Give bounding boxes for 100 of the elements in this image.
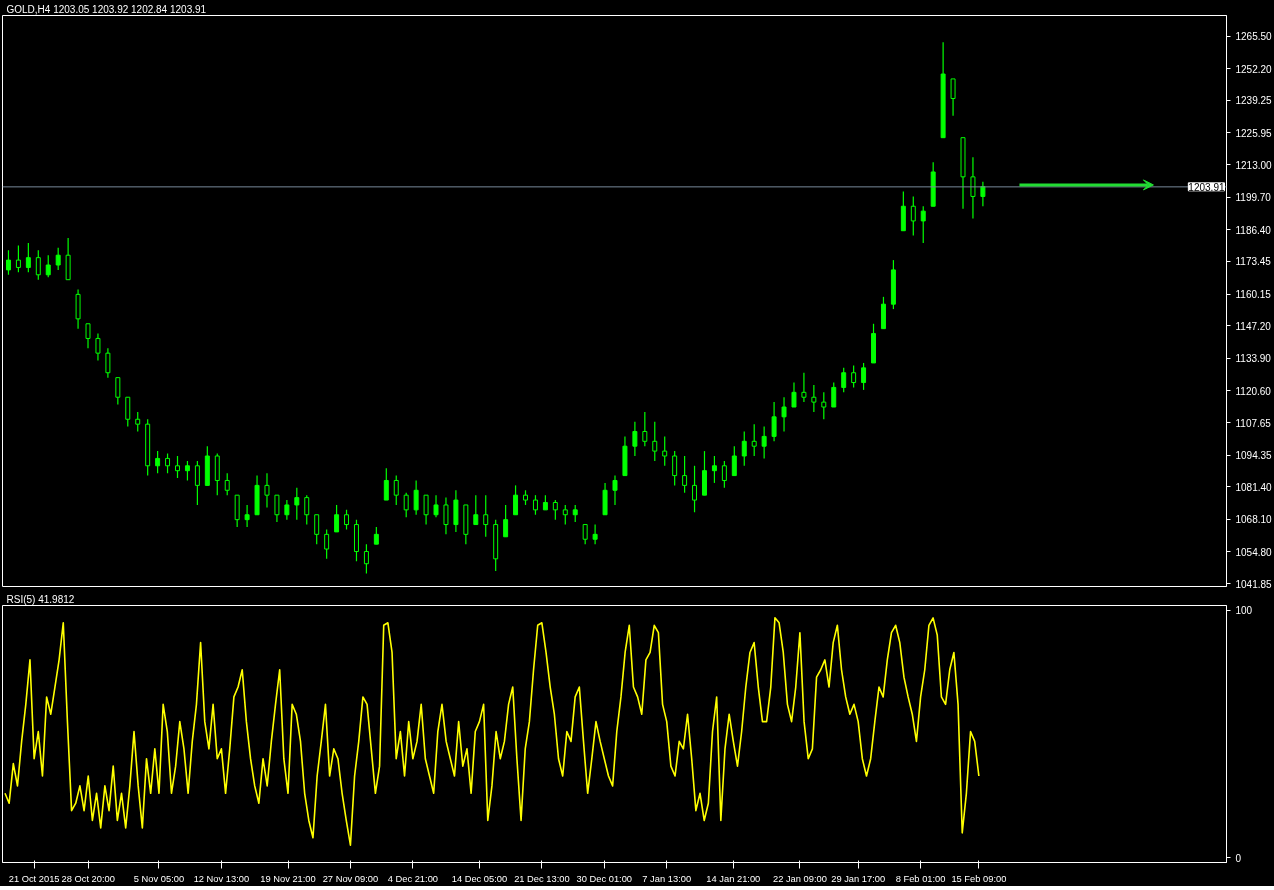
candlestick	[950, 78, 956, 117]
y-tick-label: 1068.10	[1235, 514, 1273, 526]
x-tick-label: 30 Dec 01:00	[576, 873, 633, 884]
candlestick	[771, 401, 777, 442]
candlestick	[105, 347, 111, 379]
candlestick	[264, 472, 270, 509]
candlestick	[135, 411, 141, 433]
y-tick-label: 1173.45	[1235, 256, 1272, 268]
candlestick	[314, 514, 320, 545]
candlestick	[115, 377, 121, 406]
candlestick	[324, 528, 330, 560]
candlestick	[224, 472, 230, 496]
y-tick-label: 1054.80	[1235, 546, 1273, 558]
candlestick	[294, 487, 300, 521]
candlestick	[851, 364, 857, 389]
candlestick	[274, 494, 280, 523]
candlestick	[413, 479, 419, 516]
candlestick	[473, 494, 479, 526]
candlestick	[5, 249, 11, 276]
candlestick	[632, 421, 638, 457]
x-tick-label: 14 Jan 21:00	[706, 873, 761, 884]
y-tick-label: 1160.15	[1235, 289, 1272, 301]
candlestick	[15, 244, 21, 273]
candlestick	[731, 445, 737, 477]
candlestick	[423, 494, 429, 526]
x-tick-label: 7 Jan 13:00	[642, 873, 692, 884]
candlestick	[155, 450, 161, 474]
x-tick-label: 14 Dec 05:00	[451, 873, 508, 884]
candlestick	[184, 460, 190, 482]
candlestick	[761, 426, 767, 460]
candlestick	[45, 254, 51, 278]
candlestick	[175, 455, 180, 479]
candlestick	[483, 494, 489, 538]
x-tick-label: 5 Nov 05:00	[133, 873, 185, 884]
y-tick-label: 1133.90	[1235, 353, 1272, 365]
y-tick-label: 1107.65	[1235, 417, 1272, 429]
y-tick-label: 1120.60	[1235, 385, 1272, 397]
candlestick	[532, 494, 538, 516]
y-tick-label: 1265.50	[1235, 31, 1273, 43]
candlestick	[910, 195, 916, 237]
candlestick	[125, 396, 131, 428]
candlestick	[284, 499, 290, 521]
candlestick	[443, 497, 449, 535]
candlestick	[85, 323, 91, 349]
candlestick	[791, 381, 797, 408]
candlestick	[811, 384, 817, 413]
candlestick	[721, 460, 727, 489]
candlestick	[403, 492, 409, 518]
x-tick-label: 22 Jan 09:00	[772, 873, 827, 884]
y-tick-label: 100	[1235, 605, 1253, 617]
candlestick	[304, 494, 310, 526]
candlestick	[433, 494, 439, 518]
candlestick	[513, 484, 519, 516]
x-tick-label: 21 Oct 2015	[8, 873, 60, 884]
candlestick	[920, 205, 926, 244]
candlestick	[781, 396, 787, 433]
candlestick	[552, 499, 558, 521]
x-tick-label: 21 Dec 13:00	[514, 873, 570, 884]
y-tick-label: 1225.95	[1235, 127, 1273, 139]
x-tick-label: 28 Oct 20:00	[61, 873, 115, 884]
candlestick	[692, 465, 698, 513]
x-tick-label: 12 Nov 13:00	[193, 873, 250, 884]
y-tick-label: 1041.85	[1235, 578, 1273, 590]
candlestick	[831, 381, 837, 408]
x-tick-label: 27 Nov 09:00	[322, 873, 379, 884]
candlestick	[503, 504, 509, 538]
y-tick-label: 1186.40	[1235, 224, 1272, 236]
candlestick	[612, 474, 618, 506]
candlestick	[592, 523, 598, 545]
line-series	[4, 617, 980, 846]
chart-title: RSI(5) 41.9812	[6, 593, 75, 605]
y-tick-label: 1199.70	[1235, 192, 1272, 204]
candlestick	[711, 455, 717, 484]
y-tick-label: 1081.40	[1235, 481, 1273, 493]
candlestick	[841, 367, 847, 393]
candlestick	[363, 543, 369, 575]
y-tick-label: 1213.00	[1235, 159, 1273, 171]
x-tick-label: 19 Nov 21:00	[260, 873, 316, 884]
candlestick	[642, 411, 648, 447]
x-tick-label: 29 Jan 17:00	[831, 873, 886, 884]
chart-title: GOLD,H4 1203.05 1203.92 1202.84 1203.91	[6, 3, 207, 15]
candlestick	[980, 181, 986, 207]
y-tick-label: 0	[1235, 852, 1242, 864]
candlestick	[55, 247, 61, 271]
candlestick	[582, 523, 588, 545]
x-tick-label: 8 Feb 01:00	[895, 873, 946, 884]
ref-line-label: 1203.91	[1188, 181, 1225, 193]
candlestick	[383, 467, 389, 501]
candlestick	[821, 391, 827, 420]
y-tick-label: 1239.25	[1235, 95, 1273, 107]
candlestick	[25, 242, 31, 273]
candlestick	[244, 504, 250, 528]
candlestick	[652, 421, 658, 462]
candlestick	[801, 372, 807, 403]
candlestick	[751, 423, 757, 457]
candlestick	[682, 455, 688, 494]
y-tick-label: 1094.35	[1235, 450, 1273, 462]
candlestick	[334, 504, 340, 533]
candlestick	[741, 430, 747, 467]
candlestick	[393, 474, 399, 506]
